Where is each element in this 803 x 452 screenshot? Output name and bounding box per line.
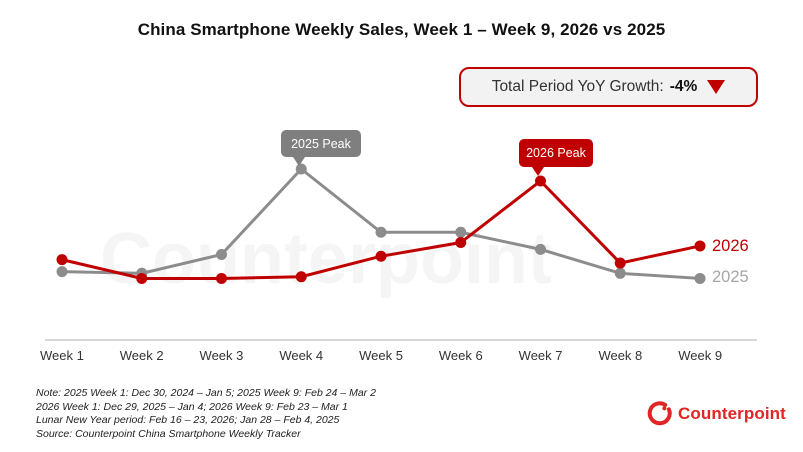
data-point-2025-week3 bbox=[216, 249, 227, 260]
series-label-2025: 2025 bbox=[712, 268, 749, 286]
yoy-growth-label: Total Period YoY Growth: bbox=[491, 78, 664, 95]
data-point-2025-week1 bbox=[56, 266, 68, 278]
down-triangle-icon bbox=[707, 80, 726, 94]
data-point-2026-week9 bbox=[694, 240, 706, 252]
footnote-line-4: Source: Counterpoint China Smartphone We… bbox=[36, 427, 301, 440]
x-axis-label-week2: Week 2 bbox=[119, 348, 164, 363]
data-point-2025-week6 bbox=[455, 226, 467, 238]
peak-2025-callout: 2025 Peak bbox=[281, 130, 361, 166]
counterpoint-logo-icon bbox=[647, 401, 672, 426]
chart-title: China Smartphone Weekly Sales, Week 1 – … bbox=[137, 20, 666, 39]
x-axis-label-week8: Week 8 bbox=[598, 348, 643, 363]
data-point-2026-week4 bbox=[295, 271, 307, 283]
series-label-2026: 2026 bbox=[712, 237, 749, 255]
data-point-2026-week8 bbox=[614, 257, 626, 269]
peak-2025-callout-label: 2025 Peak bbox=[291, 136, 351, 151]
peak-2026-callout: 2026 Peak bbox=[519, 139, 593, 176]
footnote-line-2: 2026 Week 1: Dec 29, 2025 – Jan 4; 2026 … bbox=[36, 400, 348, 413]
x-axis-label-week3: Week 3 bbox=[199, 348, 244, 363]
x-axis-label-week1: Week 1 bbox=[39, 348, 84, 363]
peak-2026-callout-label: 2026 Peak bbox=[526, 146, 586, 160]
counterpoint-logo: Counterpoint bbox=[647, 401, 786, 426]
x-axis-label-week6: Week 6 bbox=[438, 348, 483, 363]
data-point-2025-week7 bbox=[535, 243, 546, 255]
yoy-growth-value: -4% bbox=[669, 78, 698, 95]
chart-line-2025 bbox=[61, 166, 701, 280]
data-point-2025-week9 bbox=[694, 272, 706, 284]
x-axis-labels: Week 1 Week 2 Week 3 Week 4 Week 5 Week … bbox=[22, 348, 740, 363]
footnotes: Note: 2025 Week 1: Dec 30, 2024 – Jan 5;… bbox=[36, 387, 376, 442]
data-point-2026-week6 bbox=[455, 237, 467, 249]
yoy-growth-badge: Total Period YoY Growth: -4% bbox=[459, 67, 758, 107]
data-point-2026-week5 bbox=[375, 250, 387, 262]
data-point-2025-week8 bbox=[614, 267, 626, 279]
footnote-line-3: Lunar New Year period: Feb 16 – 23, 2026… bbox=[36, 414, 340, 427]
x-axis-label-week5: Week 5 bbox=[359, 348, 403, 363]
x-axis-label-week7: Week 7 bbox=[518, 348, 563, 363]
data-point-2025-week5 bbox=[375, 226, 387, 238]
x-axis-label-week4: Week 4 bbox=[279, 348, 324, 363]
data-point-2026-week3 bbox=[216, 272, 227, 284]
counterpoint-logo-text: Counterpoint bbox=[678, 403, 786, 423]
data-point-2026-week2 bbox=[136, 272, 148, 284]
footnote-line-1: Note: 2025 Week 1: Dec 30, 2024 – Jan 5;… bbox=[36, 387, 376, 399]
data-point-2025-week4 bbox=[295, 163, 307, 175]
x-axis-label-week9: Week 9 bbox=[678, 348, 723, 363]
data-point-2026-week7 bbox=[535, 175, 546, 187]
data-point-2026-week1 bbox=[56, 254, 68, 266]
